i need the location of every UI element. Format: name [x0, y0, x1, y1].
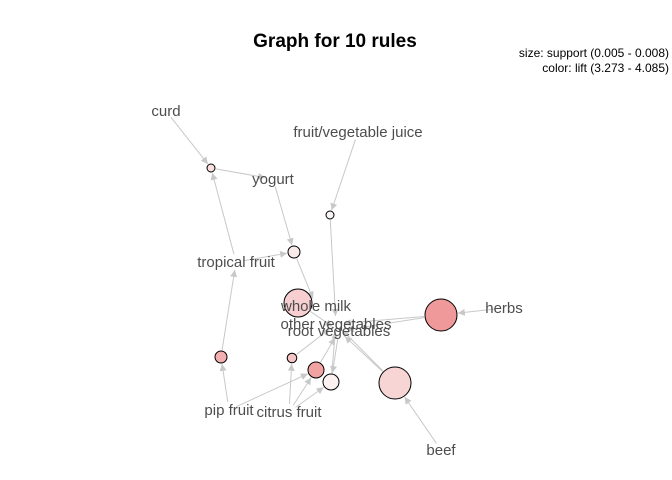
edge-tropical_fruit-to-r1: [210, 172, 235, 255]
edge-citrus_fruit-to-r8: [292, 377, 312, 406]
edge-pip_fruit-to-r8: [236, 373, 309, 408]
rule-node-r3: [287, 245, 301, 259]
edge-beef-to-r10: [404, 396, 437, 444]
item-label-beef: beef: [426, 442, 456, 459]
rule-node-r4: [283, 288, 313, 318]
rule-nodes-layer: [206, 163, 458, 400]
edge-r1-to-yogurt: [215, 168, 266, 180]
edge-r8-to-root_vegetables: [320, 337, 336, 363]
edge-r10-to-root_vegetables: [344, 336, 383, 372]
item-label-pip-fruit: pip fruit: [204, 402, 254, 419]
edge-yogurt-to-r3: [274, 186, 294, 246]
edge-r4-to-root_vegetables: [310, 311, 333, 327]
edge-citrus_fruit-to-r7: [287, 363, 295, 405]
edge-r2-to-other_vegetables: [329, 219, 339, 317]
edge-curd-to-r1: [170, 116, 209, 165]
edge-r7-to-other_vegetables: [296, 328, 330, 355]
legend-color: color: lift (3.273 - 4.085): [542, 61, 669, 75]
rule-node-r6: [214, 350, 228, 364]
item-label-citrus-fruit: citrus fruit: [256, 404, 322, 421]
edge-r3-to-whole_milk: [296, 258, 314, 299]
edge-r5-to-root_vegetables: [346, 317, 425, 333]
rule-node-r1: [206, 163, 216, 173]
rule-node-r9: [322, 373, 340, 391]
edge-r9-to-other_vegetables: [331, 331, 339, 374]
edges-layer: [170, 116, 497, 444]
item-label-fruit-vegetable-juice: fruit/vegetable juice: [293, 124, 422, 141]
graph-title: Graph for 10 rules: [253, 31, 417, 52]
edge-r10-to-other_vegetables: [341, 329, 384, 372]
edge-fruit_vegetable_juice-to-r2: [330, 139, 356, 211]
edge-citrus_fruit-to-r9: [295, 386, 324, 408]
edge-tropical_fruit-to-r3: [243, 250, 288, 262]
edge-root_vegetables-to-r9: [330, 338, 339, 374]
legend-size: size: support (0.005 - 0.008): [519, 46, 669, 60]
item-label-other-vegetables: other vegetables: [281, 316, 392, 333]
rule-node-r2: [325, 210, 335, 220]
edge-r6-to-tropical_fruit: [221, 269, 238, 351]
item-label-curd: curd: [151, 103, 180, 120]
item-label-whole-milk: whole milk: [280, 298, 352, 315]
rule-node-r8: [307, 361, 325, 379]
edge-r5-to-other_vegetables: [343, 315, 425, 327]
edge-pip_fruit-to-r6: [219, 363, 229, 403]
edge-herbs-to-r5: [457, 308, 497, 316]
item-label-herbs: herbs: [485, 300, 523, 317]
rule-node-r7: [286, 352, 298, 364]
item-label-yogurt: yogurt: [252, 171, 295, 188]
item-label-tropical-fruit: tropical fruit: [197, 254, 275, 271]
item-label-root-vegetables: root vegetables: [288, 323, 391, 340]
rule-node-r10: [378, 366, 412, 400]
rule-node-r5: [424, 298, 458, 332]
item-labels-layer: curd fruit/vegetable juice yogurt tropical …: [151, 103, 522, 459]
